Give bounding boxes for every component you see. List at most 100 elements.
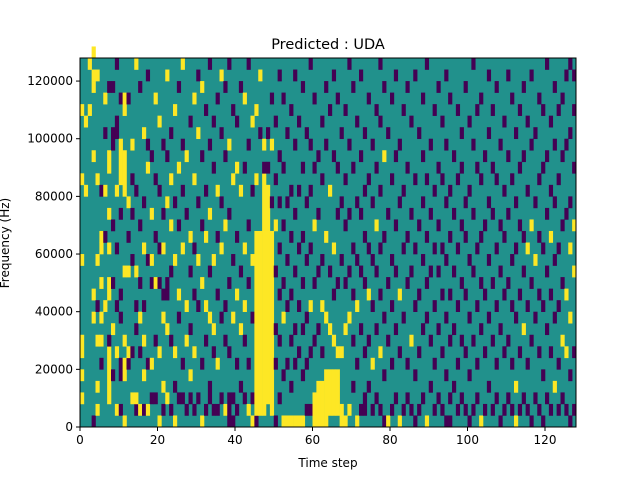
heatmap-cell xyxy=(436,265,441,278)
heatmap-cell xyxy=(297,242,302,255)
heatmap-cell xyxy=(510,357,515,370)
heatmap-cell xyxy=(153,92,158,105)
heatmap-cell xyxy=(83,184,89,197)
heatmap-cell xyxy=(300,230,306,243)
heatmap-cell xyxy=(436,323,441,336)
heatmap-cell xyxy=(514,380,519,393)
heatmap-cell xyxy=(537,346,542,359)
heatmap-cell xyxy=(258,230,263,416)
heatmap-cell xyxy=(118,357,123,382)
heatmap-cell xyxy=(111,277,116,289)
heatmap-cell xyxy=(459,127,464,140)
heatmap-cell xyxy=(545,150,550,163)
heatmap-cell xyxy=(413,173,418,186)
heatmap-cell xyxy=(405,230,410,243)
heatmap-cell xyxy=(483,346,488,359)
heatmap-cell xyxy=(80,254,85,266)
heatmap-cell xyxy=(277,392,282,405)
heatmap-cell xyxy=(498,219,503,232)
heatmap-cell xyxy=(424,58,430,70)
heatmap-cell xyxy=(351,242,356,255)
heatmap-cells xyxy=(80,46,577,428)
heatmap-cell xyxy=(401,242,406,255)
heatmap-cell xyxy=(196,300,201,312)
heatmap-cell xyxy=(452,265,457,278)
heatmap-cell xyxy=(80,173,85,186)
heatmap-cell xyxy=(525,403,530,416)
heatmap-cell xyxy=(541,415,546,428)
heatmap-cell xyxy=(366,288,371,301)
heatmap-cell xyxy=(370,254,375,266)
heatmap-cell xyxy=(374,104,379,116)
heatmap-cell xyxy=(533,392,538,405)
heatmap-cell xyxy=(409,207,414,220)
heatmap-cell xyxy=(459,392,464,405)
heatmap-cell xyxy=(386,415,391,428)
heatmap-cell xyxy=(405,81,410,93)
heatmap-cell xyxy=(130,173,135,186)
heatmap-cell xyxy=(308,58,313,70)
heatmap-cell xyxy=(502,288,507,301)
heatmap-cell xyxy=(467,369,472,382)
heatmap-cell xyxy=(149,357,154,370)
heatmap-cell xyxy=(235,161,240,174)
heatmap-cell xyxy=(548,403,554,416)
heatmap-cell xyxy=(250,254,255,266)
heatmap-cell xyxy=(246,277,251,289)
heatmap-cell xyxy=(572,161,577,174)
heatmap-cell xyxy=(405,392,410,405)
heatmap-cell xyxy=(266,161,271,174)
heatmap-cell xyxy=(118,207,123,220)
heatmap-cell xyxy=(568,196,573,209)
heatmap-cell xyxy=(444,138,449,151)
heatmap-cell xyxy=(564,346,569,359)
heatmap-cell xyxy=(421,392,426,405)
heatmap-cell xyxy=(324,138,329,151)
heatmap-cell xyxy=(312,277,317,289)
heatmap-cell xyxy=(366,242,371,255)
heatmap-cell xyxy=(521,230,526,243)
heatmap-cell xyxy=(479,415,484,428)
heatmap-cell xyxy=(223,150,228,163)
heatmap-cell xyxy=(545,392,550,405)
heatmap-cell xyxy=(490,161,495,174)
heatmap-cell xyxy=(316,207,321,220)
y-tick-label: 60000 xyxy=(35,247,73,261)
heatmap-cell xyxy=(99,357,104,370)
heatmap-cell xyxy=(254,415,259,428)
heatmap-cell xyxy=(231,392,236,405)
heatmap-cell xyxy=(424,311,430,324)
heatmap-cell xyxy=(390,300,395,312)
heatmap-cell xyxy=(114,115,120,140)
heatmap-cell xyxy=(525,242,530,255)
heatmap-cell xyxy=(297,415,302,428)
heatmap-cell xyxy=(242,242,247,255)
heatmap-cell xyxy=(161,380,166,393)
heatmap-cell xyxy=(351,288,356,301)
heatmap-cell xyxy=(393,392,399,405)
x-tick-label: 120 xyxy=(534,433,557,447)
x-tick-label: 80 xyxy=(382,433,397,447)
heatmap-cell xyxy=(486,69,492,82)
y-tick-label: 20000 xyxy=(35,362,73,376)
heatmap-cell xyxy=(335,277,340,289)
heatmap-cell xyxy=(483,150,488,163)
heatmap-cell xyxy=(176,81,182,93)
heatmap-cell xyxy=(246,219,251,232)
heatmap-cell xyxy=(417,219,422,232)
heatmap-cell xyxy=(99,242,104,255)
heatmap-cell xyxy=(355,300,360,312)
heatmap-cell xyxy=(514,196,519,209)
heatmap-cell xyxy=(297,300,302,312)
heatmap-cell xyxy=(382,230,387,243)
heatmap-cell xyxy=(250,115,255,128)
heatmap-cell xyxy=(107,277,112,301)
heatmap-cell xyxy=(452,380,457,393)
heatmap-cell xyxy=(126,346,131,359)
heatmap-cell xyxy=(568,242,573,255)
heatmap-cell xyxy=(440,242,445,255)
heatmap-cell xyxy=(138,81,143,93)
heatmap-cell xyxy=(165,69,170,82)
heatmap-cell xyxy=(258,127,263,140)
